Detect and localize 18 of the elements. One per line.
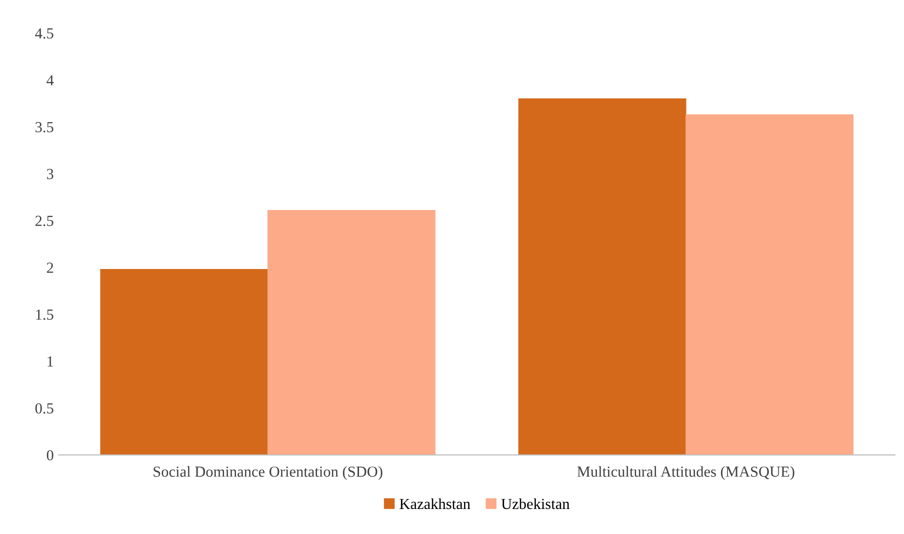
y-tick-label: 2.5 [35,216,54,226]
y-tick-label: 3.5 [36,122,54,132]
legend-label: Kazakhstan [400,498,470,510]
y-tick-label: 4 [46,75,54,86]
y-tick-label: 2 [46,262,54,273]
y-tick-label: 0.5 [35,403,54,414]
bar [686,114,854,455]
bar [100,269,268,455]
legend-label: Uzbekistan [501,498,570,510]
y-tick-label: 1 [48,356,53,367]
x-tick-label: Multicultural Attitudes (MASQUE) [577,466,794,480]
y-tick-label: 3 [46,168,54,180]
bar [267,210,436,455]
x-tick-label: Social Dominance Orientation (SDO) [154,466,382,480]
y-tick-label: 4.5 [35,28,54,39]
y-tick-label: 0 [46,450,54,460]
y-tick-label: 1.5 [36,310,54,320]
bar [518,98,686,455]
